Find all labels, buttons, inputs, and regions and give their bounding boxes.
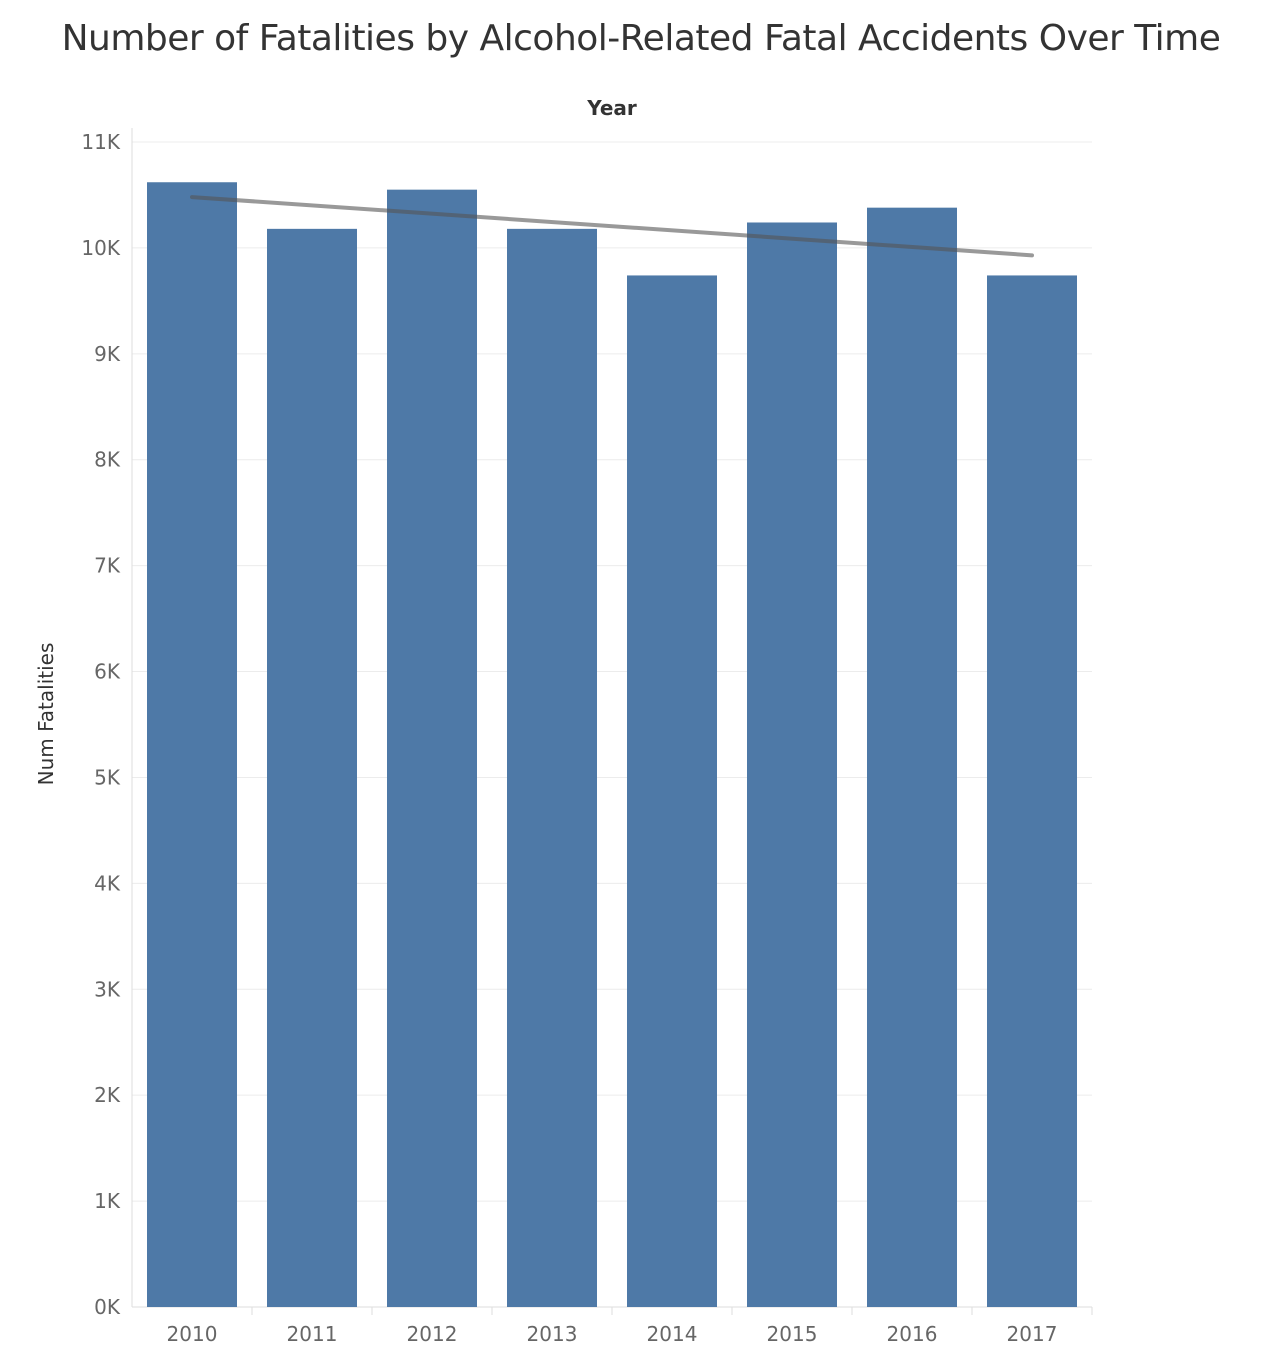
y-tick-label: 2K — [94, 1083, 121, 1107]
bar-2015 — [747, 222, 837, 1307]
x-axis-title: Year — [586, 96, 637, 120]
x-tick-label: 2013 — [527, 1322, 578, 1346]
x-tick-label: 2015 — [767, 1322, 818, 1346]
bar-2010 — [147, 182, 237, 1307]
bar-2012 — [387, 189, 477, 1308]
y-tick-label: 8K — [94, 448, 121, 472]
bar-2016 — [867, 207, 957, 1308]
trend-line-group — [190, 195, 1034, 258]
y-tick-labels: 0K 1K 2K 3K 4K 5K 6K 7K 8K 9K 10K 11K — [81, 130, 120, 1319]
y-tick-label: 3K — [94, 977, 121, 1001]
x-tick-labels: 2010 2011 2012 2013 2014 2015 2016 2017 — [167, 1322, 1058, 1346]
y-tick-label: 7K — [94, 554, 121, 578]
trend-line — [190, 195, 1034, 258]
chart-title: Number of Fatalities by Alcohol-Related … — [61, 18, 1221, 59]
y-tick-label: 4K — [94, 871, 121, 895]
bar-2014 — [627, 275, 717, 1308]
y-tick-label: 11K — [81, 130, 120, 154]
y-tick-label: 1K — [94, 1189, 121, 1213]
y-tick-label: 0K — [94, 1295, 121, 1319]
bar-2011 — [267, 228, 357, 1307]
y-tick-label: 9K — [94, 342, 121, 366]
y-tick-label: 5K — [94, 765, 121, 789]
x-tick-label: 2010 — [167, 1322, 218, 1346]
y-axis-title: Num Fatalities — [34, 643, 58, 786]
x-tick-label: 2017 — [1007, 1322, 1058, 1346]
bar-2013 — [507, 228, 597, 1307]
x-tick-label: 2012 — [407, 1322, 458, 1346]
x-tick-label: 2011 — [287, 1322, 338, 1346]
y-tick-label: 10K — [81, 236, 120, 260]
bar-2017 — [987, 275, 1077, 1308]
y-tick-label: 6K — [94, 660, 121, 684]
bars — [147, 182, 1077, 1308]
x-tick-label: 2016 — [887, 1322, 938, 1346]
x-tick-label: 2014 — [647, 1322, 698, 1346]
